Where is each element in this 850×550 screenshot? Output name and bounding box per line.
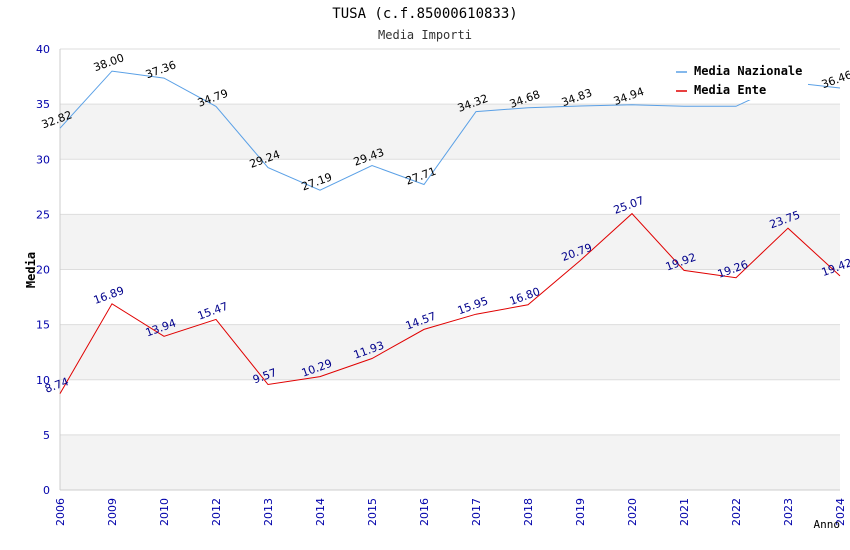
legend-label-media-nazionale: Media Nazionale [694,64,802,78]
y-tick-label: 30 [36,153,50,166]
x-tick-label: 2006 [54,498,67,526]
x-axis-label: Anno [814,518,841,531]
x-tick-label: 2024 [834,498,847,526]
chart-title: TUSA (c.f.85000610833) [332,6,517,22]
chart-subtitle: Media Importi [378,28,472,42]
x-tick-label: 2009 [106,498,119,526]
y-axis-label: Media [24,252,38,288]
legend-label-media-ente: Media Ente [694,83,766,97]
x-tick-label: 2016 [418,498,431,526]
x-tick-label: 2012 [210,498,223,526]
data-label: 25.07 [612,194,646,217]
y-tick-label: 40 [36,43,50,56]
series-line-0 [59,70,841,191]
x-tick-label: 2013 [262,498,275,526]
x-tick-label: 2021 [678,498,691,526]
x-tick-label: 2019 [574,498,587,526]
gridlines [60,48,840,491]
band-20 [60,214,840,270]
y-tick-label: 15 [36,319,50,332]
background-bands [60,104,840,490]
x-tick-label: 2010 [158,498,171,526]
x-tick-label: 2023 [782,498,795,526]
y-axis-ticks: 0 5 10 15 20 25 30 35 40 [36,43,50,497]
x-tick-label: 2014 [314,498,327,526]
data-label: 16.89 [92,284,126,307]
band-10 [60,324,840,380]
axes [59,49,840,491]
y-tick-label: 10 [36,374,50,387]
series-line-1 [59,212,841,394]
x-axis-ticks: 2006 2009 2010 2012 2013 2014 2015 2016 2017 2018… [54,498,847,526]
band-0 [60,434,840,490]
x-tick-label: 2022 [730,498,743,526]
x-tick-label: 2020 [626,498,639,526]
data-label: 27.19 [300,170,334,193]
y-tick-label: 20 [36,264,50,277]
data-label: 15.95 [456,294,490,317]
data-label: 16.80 [508,285,542,308]
legend-box [670,60,808,100]
y-tick-label: 0 [43,484,50,497]
data-label: 38.00 [92,51,126,74]
series-lines [59,70,841,394]
y-tick-label: 25 [36,208,50,221]
legend: Media Nazionale Media Ente [670,60,808,100]
x-tick-label: 2015 [366,498,379,526]
x-tick-label: 2017 [470,498,483,526]
data-label: 15.47 [196,300,230,323]
band-30 [60,104,840,160]
y-tick-label: 5 [43,429,50,442]
data-label: 27.71 [404,165,438,188]
y-tick-label: 35 [36,98,50,111]
x-tick-label: 2018 [522,498,535,526]
